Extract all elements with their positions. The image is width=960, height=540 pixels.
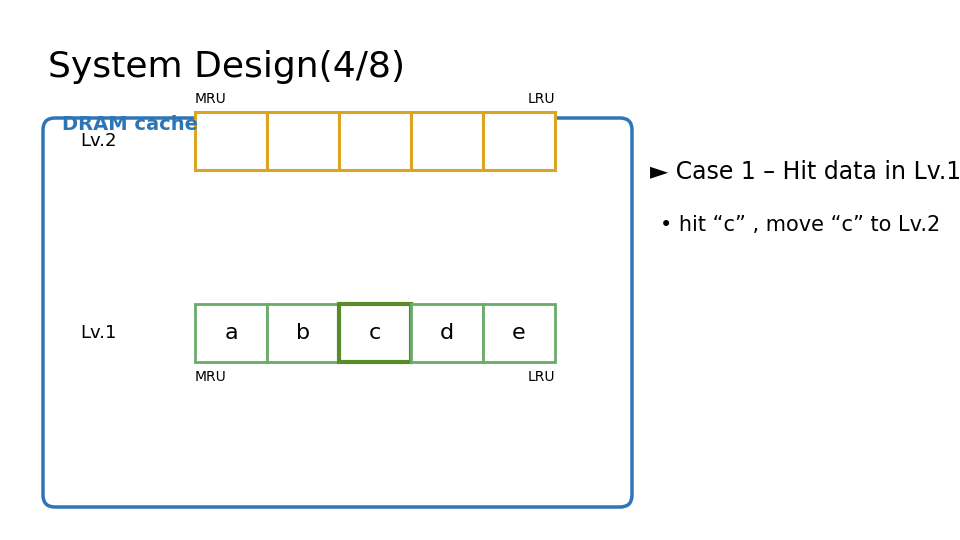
Text: a: a	[225, 323, 238, 343]
Text: DRAM cache: DRAM cache	[62, 115, 198, 134]
Text: Lv.2: Lv.2	[80, 132, 116, 150]
Text: System Design(4/8): System Design(4/8)	[48, 50, 405, 84]
Text: d: d	[440, 323, 454, 343]
Bar	[411, 112, 483, 170]
Bar	[339, 112, 411, 170]
Text: e: e	[513, 323, 526, 343]
Text: b: b	[296, 323, 310, 343]
FancyBboxPatch shape	[43, 118, 632, 507]
Text: MRU: MRU	[195, 370, 227, 384]
Text: ► Case 1 – Hit data in Lv.1 :: ► Case 1 – Hit data in Lv.1 :	[650, 160, 960, 184]
Bar	[339, 304, 411, 362]
Bar	[267, 112, 339, 170]
Bar	[483, 304, 555, 362]
Bar	[411, 304, 483, 362]
Text: Lv.1: Lv.1	[80, 324, 116, 342]
Text: LRU: LRU	[527, 370, 555, 384]
Text: LRU: LRU	[527, 92, 555, 106]
Text: c: c	[369, 323, 381, 343]
Bar	[195, 304, 267, 362]
Bar	[483, 112, 555, 170]
Bar	[267, 304, 339, 362]
Text: MRU: MRU	[195, 92, 227, 106]
Bar	[195, 112, 267, 170]
Text: • hit “c” , move “c” to Lv.2: • hit “c” , move “c” to Lv.2	[660, 215, 940, 235]
